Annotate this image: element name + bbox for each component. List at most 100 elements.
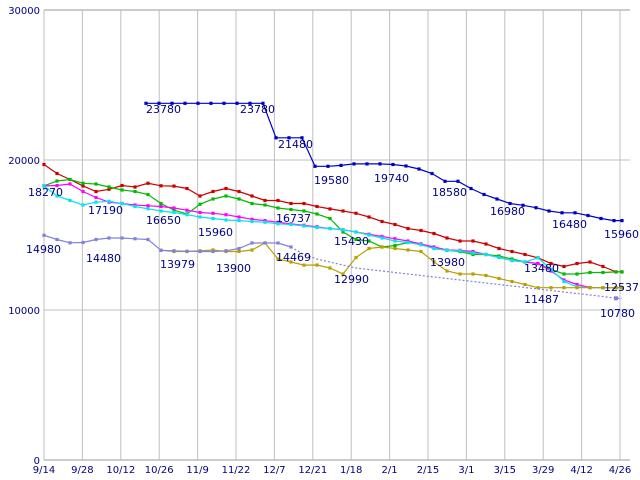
- data-point: [211, 211, 215, 215]
- data-point: [263, 203, 267, 207]
- data-point: [406, 240, 410, 245]
- data-point: [471, 272, 475, 276]
- data-point: [393, 246, 397, 251]
- data-point: [120, 236, 124, 240]
- data-point: [68, 177, 72, 182]
- value-label: 15960: [198, 226, 233, 239]
- value-label: 13980: [430, 256, 465, 269]
- data-point: [133, 204, 137, 209]
- value-label: 13900: [216, 262, 251, 275]
- data-point: [146, 181, 150, 185]
- data-point: [432, 246, 436, 251]
- data-point: [328, 207, 332, 211]
- x-tick-label: 2/1: [382, 465, 398, 476]
- data-point: [315, 204, 319, 209]
- data-point: [302, 263, 306, 267]
- data-point: [144, 101, 148, 105]
- y-tick-label: 20000: [8, 156, 40, 167]
- data-point: [313, 164, 317, 168]
- data-point: [562, 279, 566, 284]
- data-point: [393, 243, 397, 248]
- data-point: [620, 286, 624, 290]
- data-point: [315, 263, 319, 267]
- x-tick-label: 11/22: [222, 465, 251, 476]
- data-point: [367, 215, 371, 219]
- data-point: [146, 237, 150, 242]
- data-point: [326, 164, 330, 168]
- data-point: [443, 179, 447, 183]
- data-point: [497, 276, 501, 281]
- data-point: [406, 248, 410, 252]
- data-point: [68, 198, 72, 203]
- x-tick-label: 9/28: [71, 465, 93, 476]
- data-point: [146, 192, 150, 197]
- data-point: [133, 237, 137, 241]
- data-point: [302, 201, 306, 206]
- data-point: [614, 270, 618, 274]
- data-point: [224, 194, 228, 198]
- data-point: [573, 211, 577, 215]
- data-point: [341, 272, 345, 276]
- data-point: [289, 207, 293, 212]
- data-point: [484, 273, 488, 278]
- data-point: [172, 206, 176, 210]
- data-point: [211, 197, 215, 201]
- value-label: 15960: [604, 228, 639, 241]
- y-gridlines: 0 10000 20000 30000: [8, 6, 630, 467]
- data-point: [380, 236, 384, 240]
- data-point: [354, 211, 358, 215]
- data-point: [445, 236, 449, 240]
- data-point: [120, 188, 124, 192]
- data-point: [354, 255, 358, 260]
- data-point: [237, 189, 241, 194]
- data-point: [523, 282, 527, 287]
- data-point: [354, 237, 358, 242]
- data-point: [107, 199, 111, 203]
- data-point: [380, 245, 384, 249]
- value-label: 13480: [524, 262, 559, 275]
- data-point: [523, 260, 527, 264]
- x-tick-label: 3/1: [458, 465, 474, 476]
- x-tick-label: 2/15: [417, 465, 439, 476]
- data-point: [55, 183, 59, 188]
- data-point: [68, 182, 72, 186]
- data-point: [575, 282, 579, 287]
- data-point: [133, 185, 137, 189]
- value-label: 18270: [28, 186, 63, 199]
- data-point: [224, 249, 228, 253]
- data-point: [250, 217, 254, 221]
- data-point: [588, 270, 592, 275]
- data-point: [55, 179, 59, 183]
- data-point: [575, 286, 579, 290]
- data-point: [562, 286, 566, 290]
- data-point: [250, 194, 254, 198]
- data-point: [120, 183, 124, 188]
- x-tick-label: 4/12: [570, 465, 592, 476]
- data-point: [172, 208, 176, 212]
- value-label: 21480: [278, 138, 313, 151]
- data-point: [263, 198, 267, 203]
- data-point: [393, 239, 397, 243]
- data-point: [328, 216, 332, 221]
- value-label: 16980: [490, 205, 525, 218]
- data-point: [235, 101, 239, 105]
- data-point: [417, 167, 421, 171]
- data-point: [263, 220, 267, 224]
- x-tick-label: 9/14: [33, 465, 55, 476]
- data-point: [393, 237, 397, 241]
- x-tick-label: 4/26: [609, 465, 631, 476]
- x-tick-label: 1/18: [340, 465, 362, 476]
- value-labels: 23780 23780 21480 19580 19740 18580 16980 16480…: [26, 103, 639, 320]
- data-point: [211, 216, 215, 221]
- data-point: [172, 184, 176, 188]
- x-tick-label: 12/21: [298, 465, 327, 476]
- value-label: 16480: [552, 218, 587, 231]
- data-point: [107, 187, 111, 191]
- data-point: [315, 212, 319, 216]
- data-point: [185, 186, 189, 191]
- value-label: 12537: [604, 281, 639, 294]
- value-label: 18580: [432, 186, 467, 199]
- data-point: [237, 249, 241, 254]
- data-point: [146, 207, 150, 211]
- data-point: [94, 200, 98, 204]
